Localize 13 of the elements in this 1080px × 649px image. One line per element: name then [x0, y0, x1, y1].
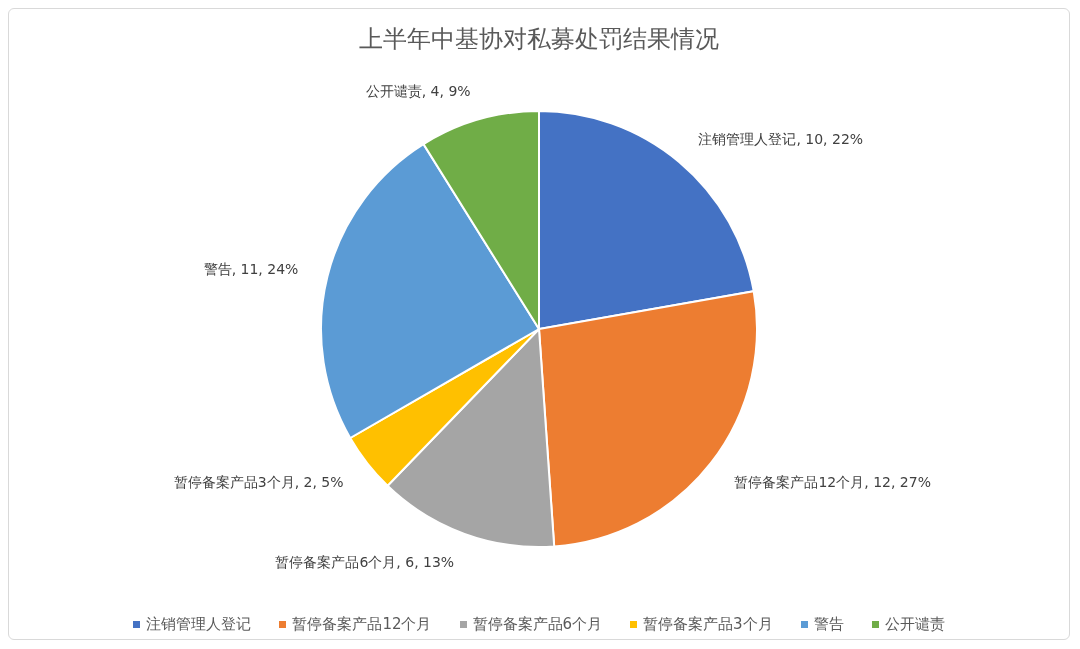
legend-label: 注销管理人登记 — [146, 614, 252, 634]
chart-title: 上半年中基协对私募处罚结果情况 — [359, 25, 719, 53]
data-label: 暂停备案产品12个月, 12, 27% — [734, 473, 931, 490]
data-label: 注销管理人登记, 10, 22% — [698, 131, 864, 148]
legend-label: 暂停备案产品6个月 — [472, 614, 603, 634]
legend-label: 暂停备案产品3个月 — [643, 614, 773, 634]
data-label: 暂停备案产品3个月, 2, 5% — [173, 473, 344, 490]
data-label: 公开谴责, 4, 9% — [365, 82, 471, 99]
data-label: 暂停备案产品6个月, 6, 13% — [275, 554, 455, 571]
legend-label: 暂停备案产品12个月 — [292, 614, 432, 634]
legend-label: 公开谴责 — [884, 614, 945, 634]
legend-label: 警告 — [813, 614, 844, 634]
data-label: 警告, 11, 24% — [203, 261, 299, 277]
